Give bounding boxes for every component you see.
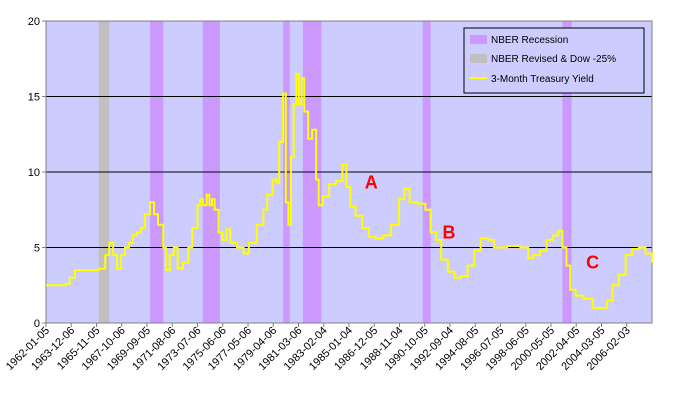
legend-box xyxy=(463,27,645,94)
annotation-a: A xyxy=(365,173,378,193)
gridlines xyxy=(46,96,652,248)
y-tick-label-0: 0 xyxy=(34,318,40,330)
legend-label-yield: 3-Month Treasury Yield xyxy=(491,74,594,85)
y-tick-label-4: 20 xyxy=(28,16,40,28)
legend: NBER Recession NBER Revised & Dow -25% 3… xyxy=(463,27,645,94)
legend-swatch-revised xyxy=(470,54,487,63)
y-axis: 0 5 10 15 20 xyxy=(28,16,46,330)
legend-label-recession: NBER Recession xyxy=(491,35,568,46)
y-tick-label-3: 15 xyxy=(28,92,40,104)
y-tick-label-1: 5 xyxy=(34,243,40,255)
legend-swatch-recession xyxy=(470,35,487,44)
legend-label-revised: NBER Revised & Dow -25% xyxy=(491,54,616,65)
y-tick-label-2: 10 xyxy=(28,167,40,179)
annotations: A B C xyxy=(365,173,599,273)
x-axis: 1962-01-051963-12-061965-11-051967-10-06… xyxy=(4,323,633,373)
yield-series-line xyxy=(46,72,653,309)
annotation-c: C xyxy=(586,253,599,273)
annotation-b: B xyxy=(443,222,456,242)
